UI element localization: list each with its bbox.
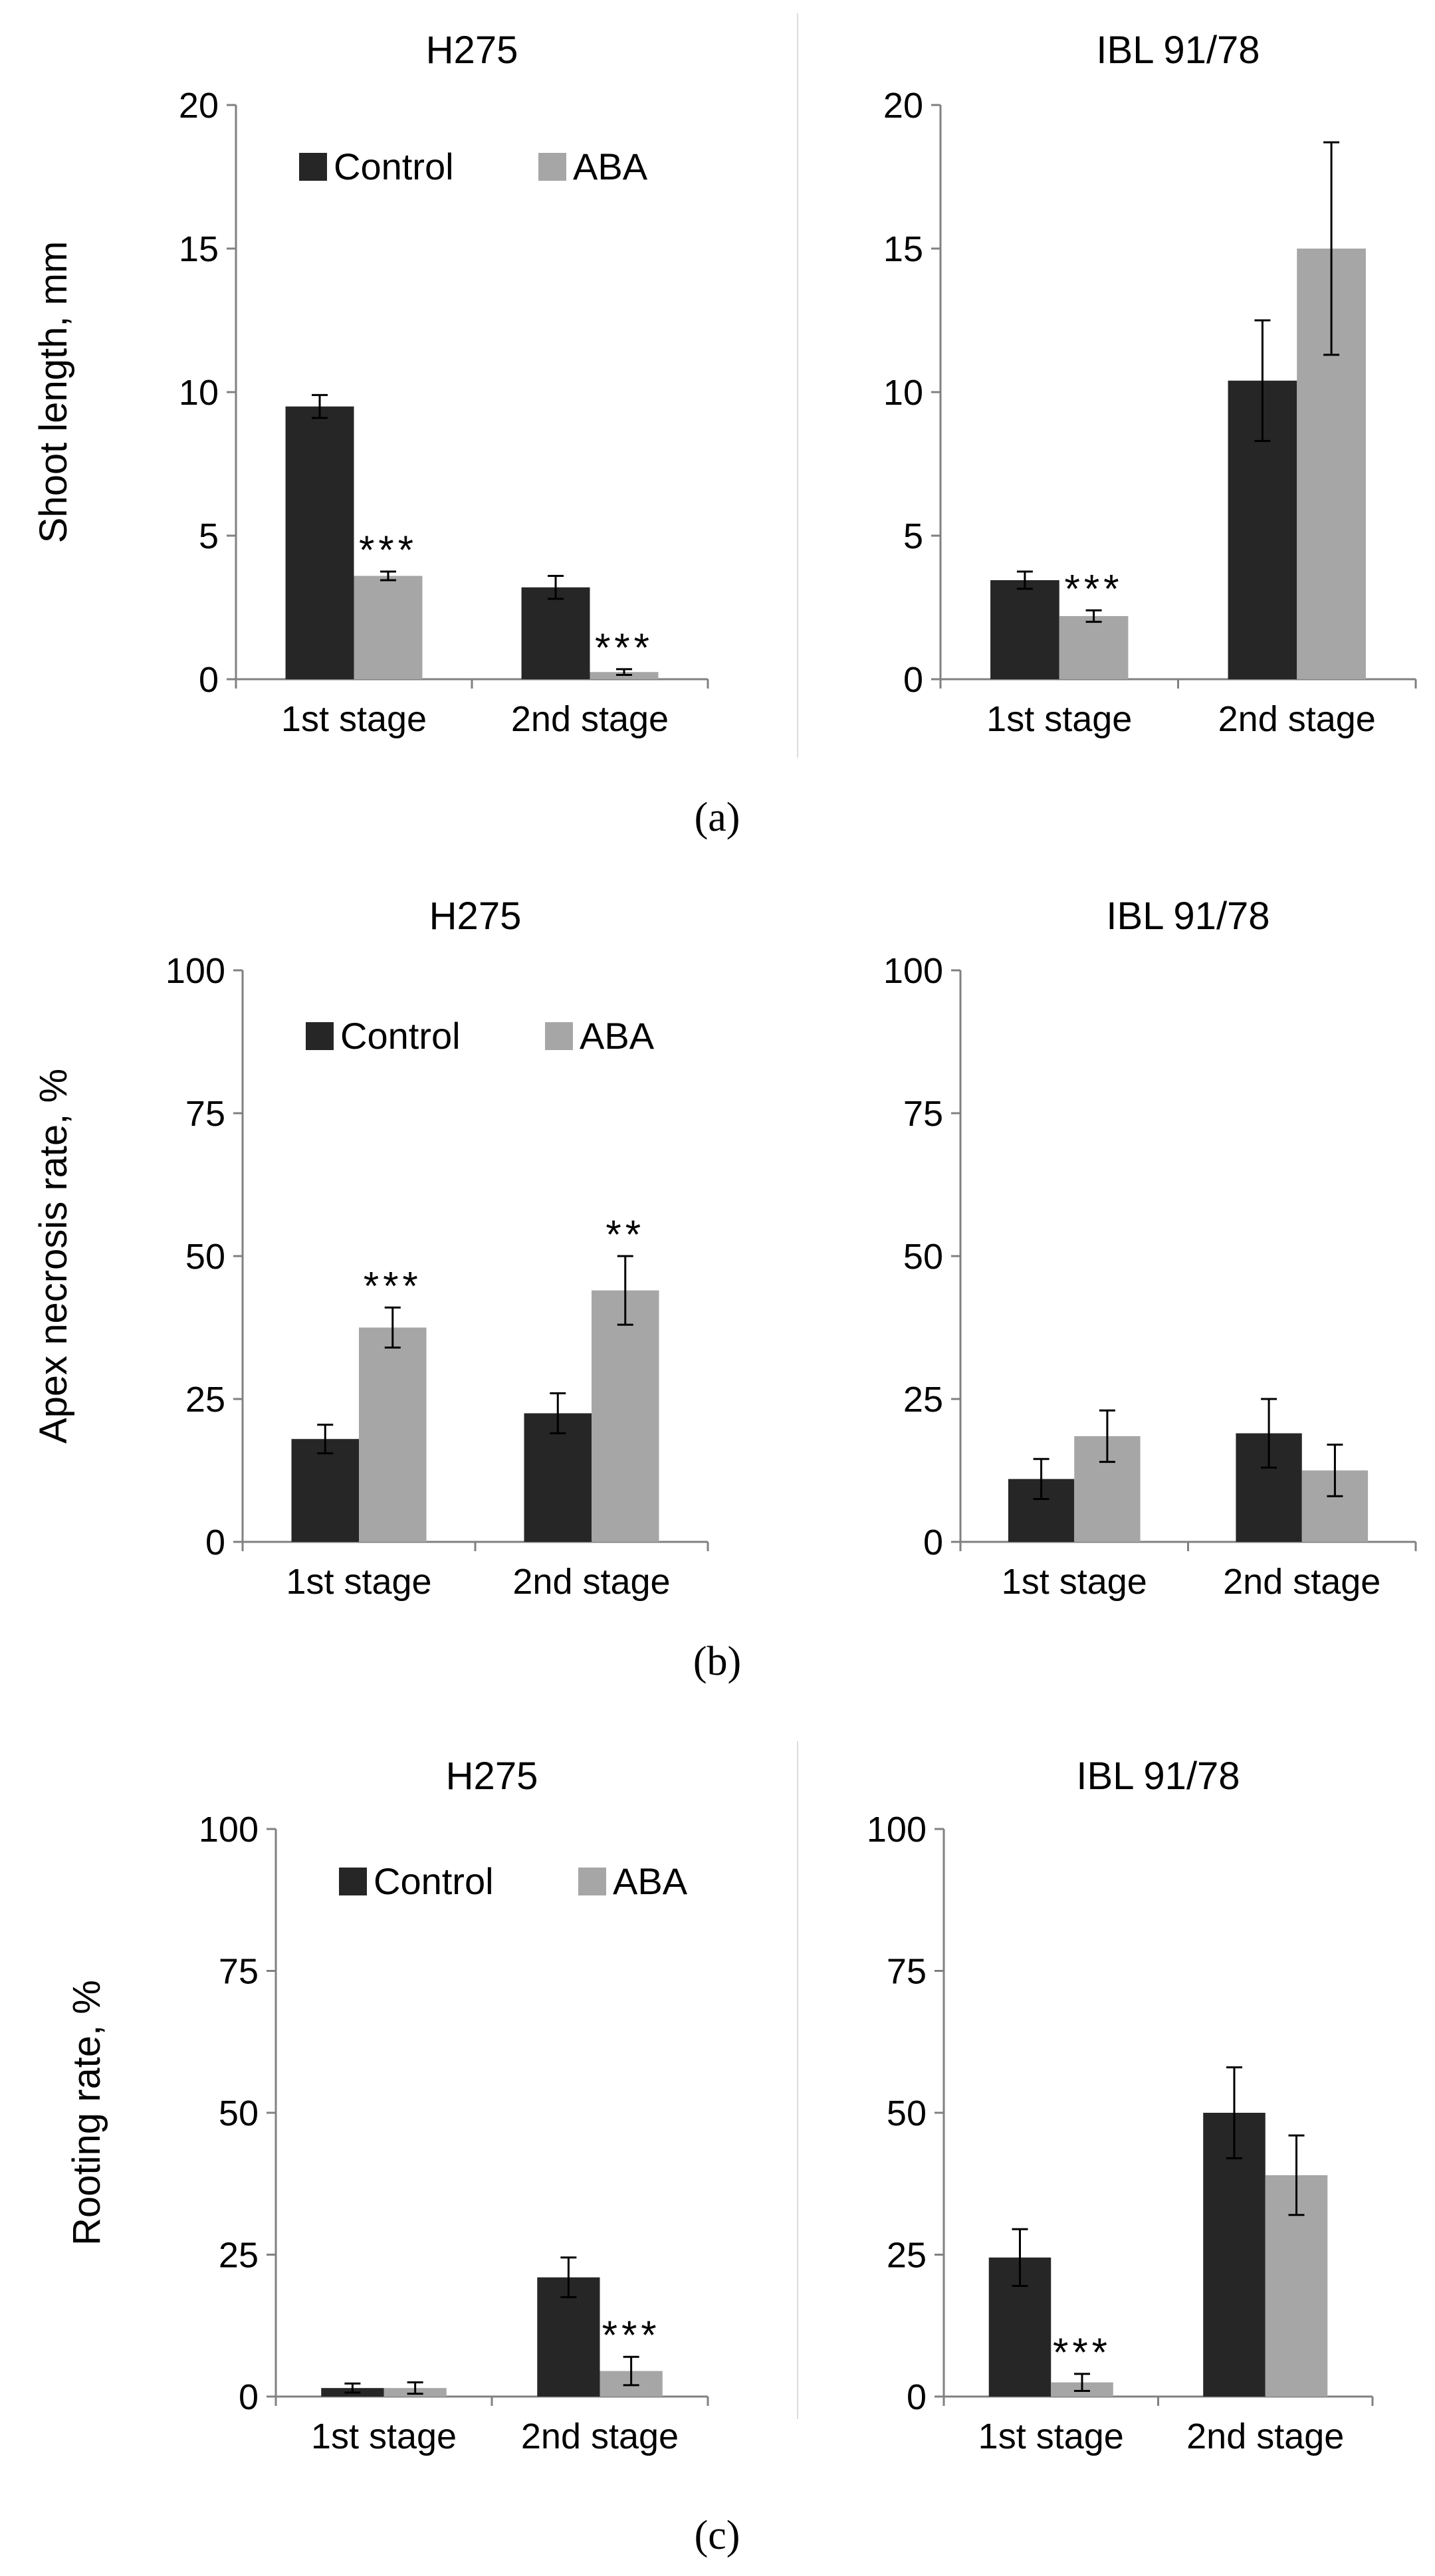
y-tick-label: 100 <box>883 951 943 991</box>
chart-title: IBL 91/78 <box>1076 1755 1240 1798</box>
y-tick-label: 15 <box>179 229 219 269</box>
chart-c-h275: H275 0 25 50 75 100 Rooting rate, % 1st stage 2n… <box>65 1755 709 2456</box>
significance-label: *** <box>595 625 653 670</box>
y-tick-label: 25 <box>219 2236 259 2276</box>
x-tick-label: 1st stage <box>986 699 1132 739</box>
legend-swatch-aba <box>578 1868 606 1895</box>
y-tick-label: 5 <box>903 516 923 556</box>
y-tick-label: 75 <box>887 1952 927 1992</box>
y-tick-label: 0 <box>923 1523 943 1562</box>
significance-label: ** <box>606 1212 645 1257</box>
chart-title: IBL 91/78 <box>1106 895 1269 938</box>
y-axis-label: Shoot length, mm <box>32 241 75 544</box>
y-tick-label: 75 <box>219 1952 259 1992</box>
chart-title: H275 <box>446 1755 538 1798</box>
significance-label: *** <box>364 1263 422 1308</box>
legend-swatch-aba <box>538 153 566 181</box>
legend-swatch-control <box>299 153 327 181</box>
caption-b: (b) <box>693 1639 741 1684</box>
x-tick-label: 1st stage <box>286 1562 431 1602</box>
bar-aba-2 <box>592 1290 659 1542</box>
y-tick-label: 25 <box>185 1380 225 1420</box>
chart-a-ibl: IBL 91/78 0 5 10 15 20 1st stage 2nd stage *** <box>883 29 1417 739</box>
y-tick-label: 75 <box>185 1094 225 1134</box>
x-tick-label: 1st stage <box>311 2416 457 2456</box>
legend-label-control: Control <box>334 146 454 187</box>
x-tick-label: 2nd stage <box>512 1562 670 1602</box>
y-tick-label: 25 <box>903 1380 943 1420</box>
caption-a: (a) <box>695 795 740 840</box>
legend-swatch-aba <box>545 1022 573 1050</box>
y-tick-label: 0 <box>199 660 219 700</box>
significance-label: *** <box>359 528 417 572</box>
y-tick-label: 25 <box>887 2236 927 2276</box>
y-tick-label: 0 <box>205 1523 225 1562</box>
y-tick-label: 20 <box>179 86 219 126</box>
x-tick-label: 2nd stage <box>511 699 669 739</box>
bar-aba-1 <box>354 576 423 679</box>
y-tick-label: 75 <box>903 1094 943 1134</box>
bar-control-2 <box>1203 2113 1266 2397</box>
chart-a-h275: H275 0 5 10 15 20 Shoot length, mm 1st stage 2nd… <box>32 29 709 739</box>
significance-label: *** <box>1053 2330 1111 2375</box>
x-tick-label: 1st stage <box>1002 1562 1147 1602</box>
chart-title: H275 <box>426 29 518 72</box>
legend-label-control: Control <box>374 1860 494 1902</box>
significance-label: *** <box>1065 566 1123 611</box>
y-tick-label: 50 <box>185 1237 225 1277</box>
x-tick-label: 2nd stage <box>521 2416 679 2456</box>
x-tick-label: 1st stage <box>978 2416 1124 2456</box>
bar-control-2 <box>521 587 590 679</box>
y-tick-label: 100 <box>199 1810 259 1850</box>
y-tick-label: 100 <box>166 951 225 991</box>
chart-b-ibl: IBL 91/78 0 25 50 75 100 1st stage 2nd stage <box>883 895 1417 1602</box>
legend-swatch-control <box>306 1022 334 1050</box>
y-axis-label: Apex necrosis rate, % <box>32 1069 75 1444</box>
y-tick-label: 0 <box>903 660 923 700</box>
y-tick-label: 50 <box>903 1237 943 1277</box>
y-tick-label: 5 <box>199 516 219 556</box>
significance-label: *** <box>602 2313 661 2357</box>
x-tick-label: 2nd stage <box>1223 1562 1380 1602</box>
y-tick-label: 50 <box>887 2093 927 2133</box>
legend-label-aba: ABA <box>580 1015 655 1057</box>
y-tick-label: 0 <box>239 2377 259 2417</box>
y-tick-label: 100 <box>867 1810 927 1850</box>
y-tick-label: 15 <box>883 229 923 269</box>
legend-label-control: Control <box>340 1015 461 1057</box>
bar-control-2 <box>524 1413 592 1542</box>
legend-swatch-control <box>339 1868 367 1895</box>
bar-control-1 <box>990 580 1059 679</box>
x-tick-label: 1st stage <box>281 699 427 739</box>
bar-control-1 <box>291 1439 359 1542</box>
y-tick-label: 10 <box>883 373 923 413</box>
y-tick-label: 50 <box>219 2093 259 2133</box>
y-tick-label: 10 <box>179 373 219 413</box>
chart-b-h275: H275 0 25 50 75 100 Apex necrosis rate, % 1st s… <box>32 895 709 1602</box>
bar-control-1 <box>285 406 354 679</box>
bar-aba-1 <box>359 1327 427 1542</box>
caption-c: (c) <box>695 2513 740 2558</box>
y-tick-label: 0 <box>907 2377 927 2417</box>
legend-label-aba: ABA <box>573 146 648 187</box>
y-axis-label: Rooting rate, % <box>65 1980 108 2246</box>
legend-label-aba: ABA <box>613 1860 688 1902</box>
x-tick-label: 2nd stage <box>1218 699 1376 739</box>
chart-title: H275 <box>429 895 522 938</box>
y-tick-label: 20 <box>883 86 923 126</box>
chart-title: IBL 91/78 <box>1096 29 1260 72</box>
bar-aba-1 <box>1059 615 1129 679</box>
chart-c-ibl: IBL 91/78 0 25 50 75 100 1st stage 2nd stage *** <box>867 1755 1374 2456</box>
x-tick-label: 2nd stage <box>1186 2416 1344 2456</box>
